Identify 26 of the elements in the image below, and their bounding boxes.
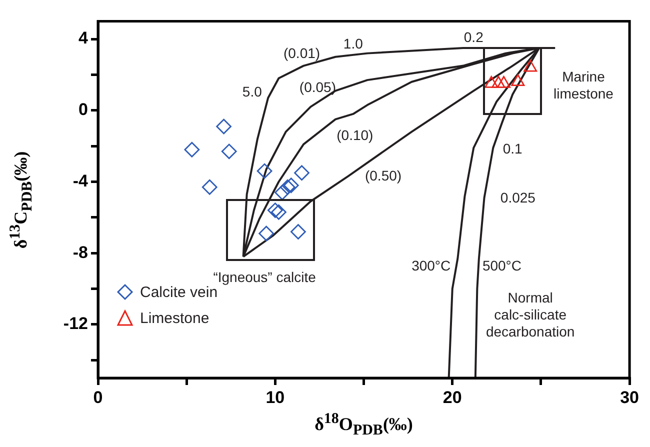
y-tick-label: -12 bbox=[63, 314, 88, 334]
annotation: 0.2 bbox=[464, 29, 484, 46]
annotation: 0.025 bbox=[500, 190, 536, 206]
x-tick-label: 30 bbox=[620, 388, 640, 407]
y-tick-label: 4 bbox=[78, 28, 89, 48]
y-tick-label: 0 bbox=[78, 100, 88, 120]
annotation: (0.50) bbox=[364, 167, 402, 184]
y-tick-label: -4 bbox=[72, 171, 89, 190]
annotation: (0.05) bbox=[299, 78, 336, 95]
annotation: (0.01) bbox=[283, 45, 320, 62]
annotation: “Igneous” calcite bbox=[213, 268, 316, 285]
legend-label: Limestone bbox=[140, 310, 210, 326]
x-tick-label: 20 bbox=[442, 388, 462, 407]
annotation: (0.10) bbox=[336, 127, 374, 144]
x-tick-label: 0 bbox=[93, 388, 103, 407]
annotation: 5.0 bbox=[242, 83, 262, 100]
x-tick-label: 10 bbox=[266, 388, 285, 407]
x-axis-title: δ$^{18}$O$_{PDB}$(‰) bbox=[314, 411, 414, 440]
annotation: 500°C bbox=[482, 257, 522, 274]
annotation: 1.0 bbox=[343, 35, 364, 52]
legend-label: Calcite vein bbox=[140, 284, 218, 300]
annotation: 0.1 bbox=[502, 140, 523, 157]
annotation: 300°C bbox=[412, 257, 451, 274]
annotation: Normal calc-silicate decarbonation bbox=[486, 289, 575, 340]
y-tick-label: -8 bbox=[72, 242, 88, 262]
annotation: Marine limestone bbox=[554, 68, 614, 102]
